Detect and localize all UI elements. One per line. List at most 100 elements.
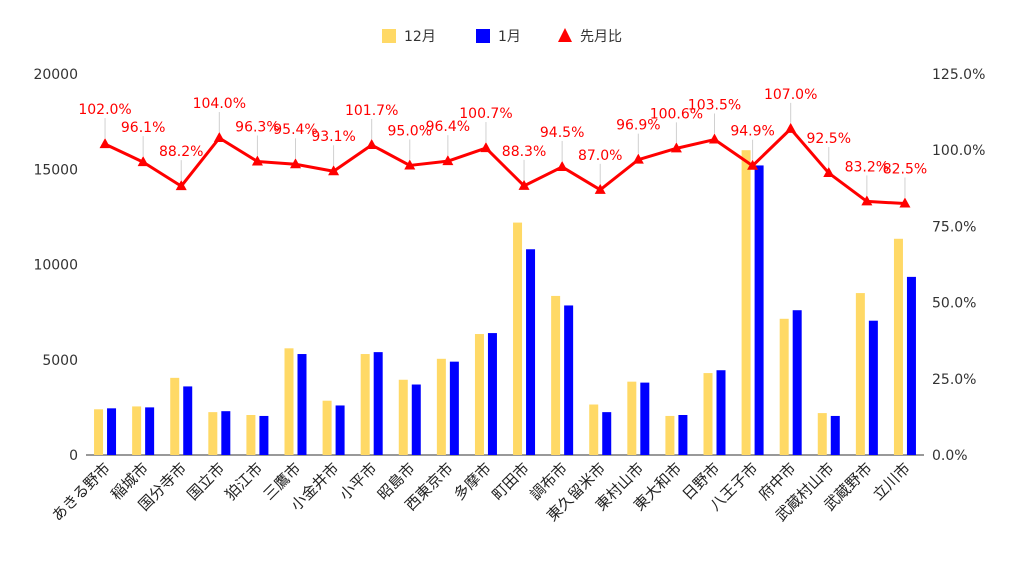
ratio-polyline — [104, 127, 906, 206]
bar-dec — [398, 379, 408, 455]
legend: 12月 1月 先月比 — [382, 28, 622, 45]
ratio-data-label: 96.4% — [426, 119, 470, 135]
bar-jan — [678, 414, 688, 455]
ratio-point — [175, 180, 187, 191]
bar-jan — [564, 305, 574, 455]
bar-jan — [335, 405, 345, 455]
ratio-point — [594, 183, 606, 194]
bar-dec — [170, 377, 180, 455]
bar-jan — [830, 415, 840, 455]
ratio-data-label: 101.7% — [345, 103, 398, 119]
ratio-point — [404, 159, 416, 170]
bar-dec — [132, 406, 142, 455]
ratio-data-label: 87.0% — [578, 148, 622, 164]
category-label: 立川市 — [869, 459, 914, 504]
bar-jan — [716, 370, 726, 455]
bar-jan — [868, 320, 878, 455]
bar-jan — [145, 407, 155, 455]
legend-label: 12月 — [404, 29, 436, 45]
ratio-data-label: 88.3% — [502, 144, 546, 160]
bar-dec — [703, 373, 713, 455]
bar-dec — [741, 150, 751, 455]
ratio-data-label: 92.5% — [807, 131, 851, 147]
bar-dec — [436, 358, 446, 455]
category-label: 狛江市 — [222, 459, 267, 504]
y-left-tick-label: 5000 — [42, 353, 78, 369]
bar-jan — [259, 415, 269, 455]
bar-dec — [551, 295, 561, 455]
ratio-data-label: 96.9% — [616, 118, 660, 134]
bar-jan — [221, 411, 231, 455]
legend-swatch — [558, 28, 572, 42]
ratio-data-label: 100.7% — [459, 106, 512, 122]
bar-dec — [893, 238, 903, 455]
ratio-line: 102.0% 96.1% 88.2% 104.0% 96.3%95.4%93.1% 101… — [78, 87, 927, 208]
ratio-point — [518, 179, 530, 190]
category-label: 多摩市 — [450, 459, 495, 504]
ratio-data-label: 96.1% — [121, 120, 165, 136]
bar-jan — [792, 310, 802, 455]
ratio-point — [670, 142, 682, 153]
legend-label: 1月 — [498, 29, 521, 45]
bar-dec — [474, 334, 484, 455]
ratio-point — [556, 160, 568, 171]
ratio-data-label: 107.0% — [764, 87, 817, 103]
bar-jan — [107, 408, 117, 455]
bar-dec — [855, 293, 865, 455]
y-right-tick-label: 100.0% — [932, 143, 985, 159]
legend-swatch — [382, 29, 396, 43]
bar-dec — [627, 381, 637, 455]
bar-jan — [297, 354, 307, 455]
bar-jan — [640, 382, 650, 455]
ratio-point — [442, 155, 454, 166]
bar-jan — [449, 361, 459, 455]
ratio-point — [861, 195, 873, 206]
axes: 0 5000 10000 15000 20000 0.0% 25.0% 50.0% 75.0% 1… — [33, 67, 985, 464]
y-right-tick-label: 50.0% — [932, 296, 976, 312]
y-left-tick-label: 15000 — [33, 162, 78, 178]
bar-dec — [513, 222, 523, 455]
ratio-data-label: 103.5% — [688, 98, 741, 114]
legend-label: 先月比 — [580, 29, 622, 45]
ratio-point — [251, 155, 263, 166]
ratio-data-label: 100.6% — [650, 106, 703, 122]
category-label: 小平市 — [336, 459, 381, 504]
bar-dec — [665, 415, 675, 455]
bar-jan — [183, 386, 193, 455]
bar-jan — [487, 333, 497, 455]
ratio-point — [480, 142, 492, 153]
ratio-data-label: 82.5% — [883, 162, 927, 178]
ratio-data-label: 96.3% — [235, 119, 279, 135]
bars — [94, 150, 916, 455]
ratio-point — [328, 165, 340, 176]
bar-jan — [411, 384, 421, 455]
bar-dec — [817, 413, 827, 455]
ratio-point — [99, 138, 111, 149]
bar-jan — [754, 165, 764, 455]
bar-dec — [779, 318, 789, 455]
bar-dec — [208, 412, 218, 455]
ratio-data-label: 104.0% — [193, 96, 246, 112]
ratio-point — [709, 133, 720, 144]
ratio-point — [632, 153, 644, 164]
ratio-point — [137, 156, 149, 167]
y-right-tick-label: 75.0% — [932, 219, 976, 235]
bar-jan — [602, 412, 612, 455]
ratio-data-label: 95.0% — [388, 123, 432, 139]
y-right-tick-label: 0.0% — [932, 448, 968, 464]
ratio-data-label: 83.2% — [845, 159, 889, 175]
ratio-data-label: 95.4% — [273, 122, 317, 138]
bar-dec — [589, 404, 599, 455]
bar-dec — [360, 354, 370, 455]
ratio-point — [366, 139, 378, 150]
y-right-tick-label: 125.0% — [932, 67, 985, 83]
bar-jan — [526, 249, 536, 455]
ratio-data-label: 93.1% — [311, 129, 355, 145]
ratio-point — [823, 167, 835, 178]
bar-dec — [246, 414, 256, 455]
legend-swatch — [476, 29, 490, 43]
ratio-point — [785, 122, 797, 133]
ratio-data-label: 94.5% — [540, 125, 584, 141]
